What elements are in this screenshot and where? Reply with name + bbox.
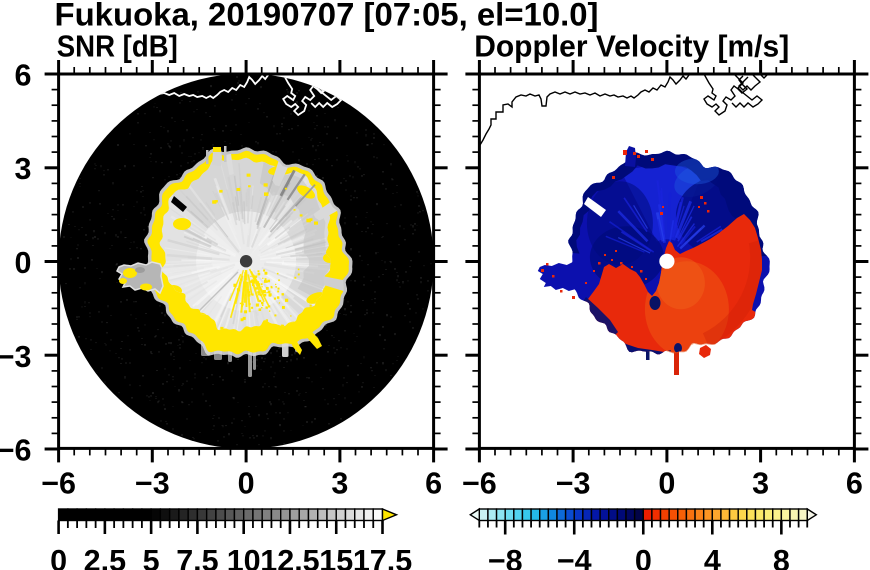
svg-text:10: 10: [227, 544, 261, 570]
svg-text:0: 0: [635, 544, 652, 570]
svg-text:0: 0: [238, 467, 255, 501]
svg-text:3: 3: [752, 467, 769, 501]
svg-text:7.5: 7.5: [176, 544, 218, 570]
svg-text:−3: −3: [135, 467, 170, 501]
svg-text:−6: −6: [462, 467, 497, 501]
svg-text:0: 0: [15, 246, 32, 280]
svg-text:−3: −3: [556, 467, 591, 501]
svg-text:2.5: 2.5: [84, 544, 126, 570]
svg-text:0: 0: [50, 544, 67, 570]
svg-text:5: 5: [143, 544, 160, 570]
svg-text:3: 3: [15, 152, 32, 186]
svg-text:6: 6: [846, 467, 863, 501]
svg-text:4: 4: [704, 544, 721, 570]
svg-text:6: 6: [15, 59, 32, 93]
svg-text:15: 15: [319, 544, 353, 570]
svg-text:3: 3: [331, 467, 348, 501]
svg-text:−6: −6: [0, 434, 32, 468]
svg-text:−8: −8: [488, 544, 523, 570]
svg-text:12.5: 12.5: [260, 544, 319, 570]
svg-text:−4: −4: [557, 544, 592, 570]
svg-text:Fukuoka, 20190707 [07:05, el=1: Fukuoka, 20190707 [07:05, el=10.0]: [55, 0, 599, 33]
svg-text:0: 0: [658, 467, 675, 501]
svg-text:−6: −6: [41, 467, 76, 501]
svg-text:17.5: 17.5: [353, 544, 412, 570]
svg-text:SNR [dB]: SNR [dB]: [57, 29, 178, 64]
svg-text:Doppler Velocity [m/s]: Doppler Velocity [m/s]: [474, 29, 789, 64]
svg-text:−3: −3: [0, 340, 32, 374]
svg-text:6: 6: [425, 467, 442, 501]
svg-text:8: 8: [773, 544, 790, 570]
